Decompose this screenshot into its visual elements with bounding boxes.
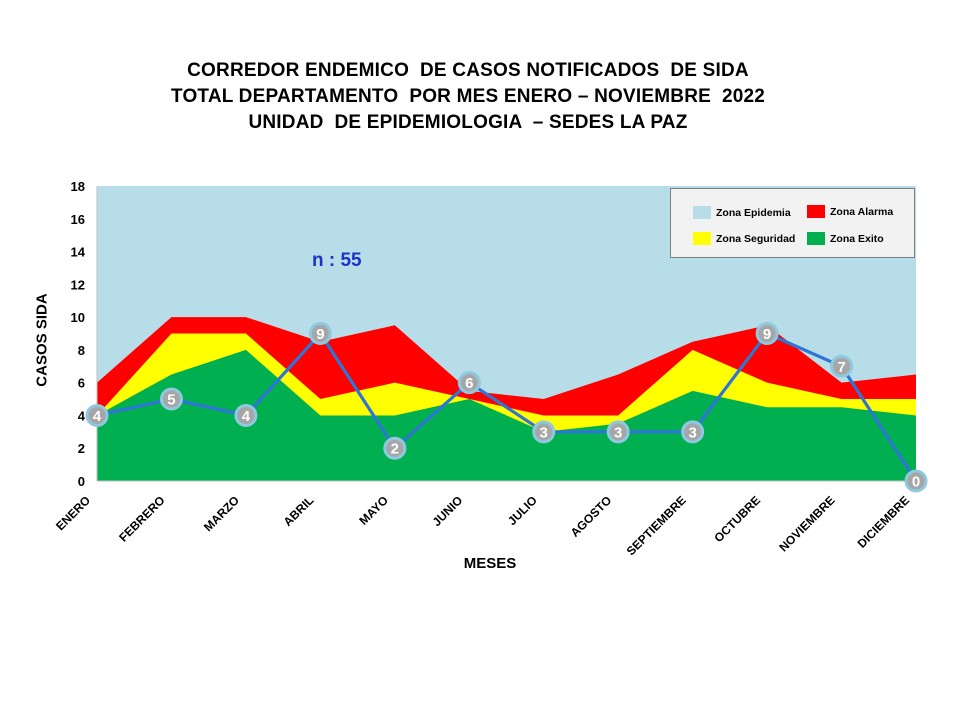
x-tick-label: FEBRERO bbox=[116, 493, 167, 544]
x-tick-label: OCTUBRE bbox=[711, 493, 763, 545]
x-tick-label: DICIEMBRE bbox=[855, 493, 913, 551]
data-point-label: 2 bbox=[391, 441, 399, 458]
data-point-marker bbox=[85, 403, 109, 427]
legend-item-epidemia: Zona Epidemia bbox=[693, 206, 791, 219]
legend-label-epidemia: Zona Epidemia bbox=[716, 206, 791, 219]
y-tick-label: 6 bbox=[78, 376, 85, 391]
data-point-label: 3 bbox=[688, 424, 696, 441]
legend-label-seguridad: Zona Seguridad bbox=[716, 232, 796, 245]
x-tick-label: JULIO bbox=[505, 493, 540, 528]
legend-item-alarma: Zona Alarma bbox=[807, 205, 893, 218]
x-tick-label: ABRIL bbox=[281, 493, 317, 529]
legend-item-exito: Zona Exito bbox=[807, 232, 884, 245]
x-tick-label: MARZO bbox=[201, 493, 242, 534]
legend-label-alarma: Zona Alarma bbox=[830, 205, 894, 218]
chart-title: CORREDOR ENDEMICO DE CASOS NOTIFICADOS D… bbox=[0, 58, 936, 136]
data-point-marker bbox=[904, 469, 928, 493]
legend-swatch-alarma bbox=[807, 205, 825, 218]
x-tick-label: NOVIEMBRE bbox=[776, 493, 837, 554]
data-point-label: 4 bbox=[93, 408, 102, 425]
y-tick-label: 16 bbox=[71, 212, 85, 227]
y-tick-label: 12 bbox=[71, 277, 85, 292]
title-line-3: UNIDAD DE EPIDEMIOLOGIA – SEDES LA PAZ bbox=[248, 112, 688, 133]
x-axis-label: MESES bbox=[463, 555, 517, 572]
data-point-marker bbox=[308, 322, 332, 345]
y-tick-label: 2 bbox=[78, 441, 85, 456]
legend-item-seguridad: Zona Seguridad bbox=[693, 232, 795, 245]
data-point-label: 7 bbox=[837, 359, 845, 376]
title-line-2: TOTAL DEPARTAMENTO POR MES ENERO – NOVIE… bbox=[170, 86, 766, 107]
data-point-marker bbox=[383, 436, 407, 460]
legend-label-exito: Zona Exito bbox=[830, 232, 884, 245]
title-line-1: CORREDOR ENDEMICO DE CASOS NOTIFICADOS D… bbox=[187, 60, 749, 81]
y-axis-label: CASOS SIDA bbox=[33, 293, 51, 387]
x-tick-label: ENERO bbox=[53, 493, 93, 533]
data-point-marker bbox=[159, 387, 183, 411]
y-tick-label: 14 bbox=[71, 245, 86, 260]
legend-swatch-exito bbox=[807, 232, 825, 245]
y-tick-label: 10 bbox=[71, 310, 85, 325]
x-tick-label: MAYO bbox=[356, 493, 391, 528]
data-point-label: 5 bbox=[167, 392, 175, 409]
chart-legend: Zona Epidemia Zona Alarma Zona Seguridad… bbox=[670, 188, 915, 258]
y-tick-label: 18 bbox=[71, 179, 85, 194]
data-point-label: 3 bbox=[614, 424, 622, 441]
data-point-label: 0 bbox=[912, 474, 920, 491]
data-point-marker bbox=[234, 403, 258, 427]
data-point-label: 9 bbox=[763, 326, 771, 343]
total-cases-annotation: n : 55 bbox=[312, 250, 362, 271]
data-point-marker bbox=[457, 371, 481, 395]
y-tick-label: 8 bbox=[78, 343, 85, 358]
y-tick-label: 0 bbox=[78, 474, 85, 489]
data-point-label: 6 bbox=[465, 375, 473, 392]
legend-swatch-epidemia bbox=[693, 206, 711, 219]
legend-swatch-seguridad bbox=[693, 232, 711, 245]
cases-series-line bbox=[96, 331, 918, 482]
data-point-label: 4 bbox=[242, 408, 251, 425]
data-point-label: 3 bbox=[540, 424, 548, 441]
data-point-marker bbox=[830, 354, 854, 378]
data-point-marker bbox=[681, 420, 705, 444]
data-point-label: 9 bbox=[316, 326, 324, 343]
zone-exito-area bbox=[97, 349, 916, 481]
data-point-marker bbox=[755, 322, 779, 345]
data-point-marker bbox=[606, 420, 630, 444]
data-point-marker bbox=[532, 420, 556, 444]
x-tick-label: JUNIO bbox=[430, 493, 466, 529]
y-tick-label: 4 bbox=[78, 408, 86, 423]
x-tick-label: SEPTIEMBRE bbox=[624, 493, 689, 558]
x-tick-label: AGOSTO bbox=[568, 493, 615, 540]
